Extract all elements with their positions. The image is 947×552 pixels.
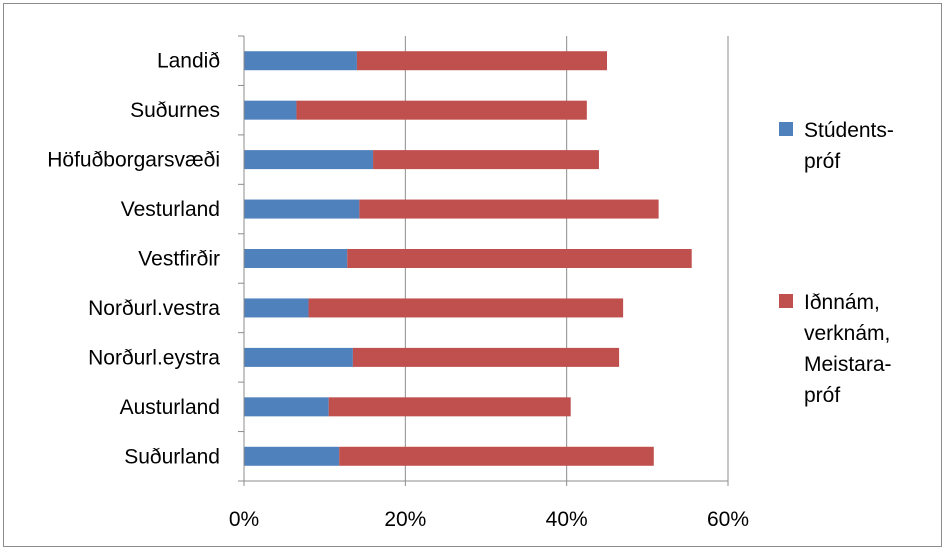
legend-label: próf <box>804 384 840 407</box>
x-tick-label: 60% <box>707 508 749 531</box>
bar-segment <box>373 150 599 170</box>
bar-segment <box>244 397 329 417</box>
axes <box>238 35 729 486</box>
x-tick-label: 0% <box>229 508 259 531</box>
x-tick-labels: 0% 20% 40% 60% <box>229 508 749 531</box>
bar-segment <box>359 199 659 219</box>
legend-label: Stúdents- <box>804 119 894 142</box>
x-tick-label: 40% <box>546 508 588 531</box>
bars <box>244 51 692 466</box>
category-label: Norðurl.vestra <box>88 297 220 320</box>
legend-swatch <box>779 294 793 308</box>
category-label: Vesturland <box>121 198 220 221</box>
category-label: Vestfirðir <box>138 248 220 271</box>
bar-segment <box>244 298 309 318</box>
bar-segment <box>328 397 571 417</box>
bar-segment <box>347 249 692 268</box>
bar-segment <box>296 100 587 120</box>
legend-label: Meistara- <box>804 353 892 376</box>
category-label: Suðurnes <box>130 99 220 122</box>
category-label: Höfuðborgarsvæði <box>47 149 220 172</box>
bar-segment <box>244 150 374 170</box>
bar-segment <box>244 199 360 219</box>
legend-label: Iðnnám, <box>804 291 880 314</box>
category-label: Landið <box>157 50 220 73</box>
bar-segment <box>339 446 654 466</box>
category-label: Suðurland <box>124 445 220 468</box>
legend-label: verknám, <box>804 322 890 345</box>
bar-segment <box>244 51 357 71</box>
category-label: Norðurl.eystra <box>88 346 220 369</box>
bar-segment <box>244 100 297 120</box>
bar-segment <box>352 347 620 367</box>
category-labels: Landið Suðurnes Höfuðborgarsvæði Vesturland… <box>47 50 220 469</box>
bar-segment <box>244 249 348 268</box>
bar-segment <box>308 298 624 318</box>
legend-swatch <box>779 122 793 136</box>
x-tick-label: 20% <box>384 508 426 531</box>
bar-segment <box>244 446 340 466</box>
bar-segment <box>244 347 353 367</box>
bar-segment <box>356 51 607 71</box>
legend: Stúdents-próf Iðnnám, verknám, Meistara-pró… <box>779 119 894 407</box>
legend-label: próf <box>804 150 840 173</box>
category-label: Austurland <box>120 396 220 419</box>
